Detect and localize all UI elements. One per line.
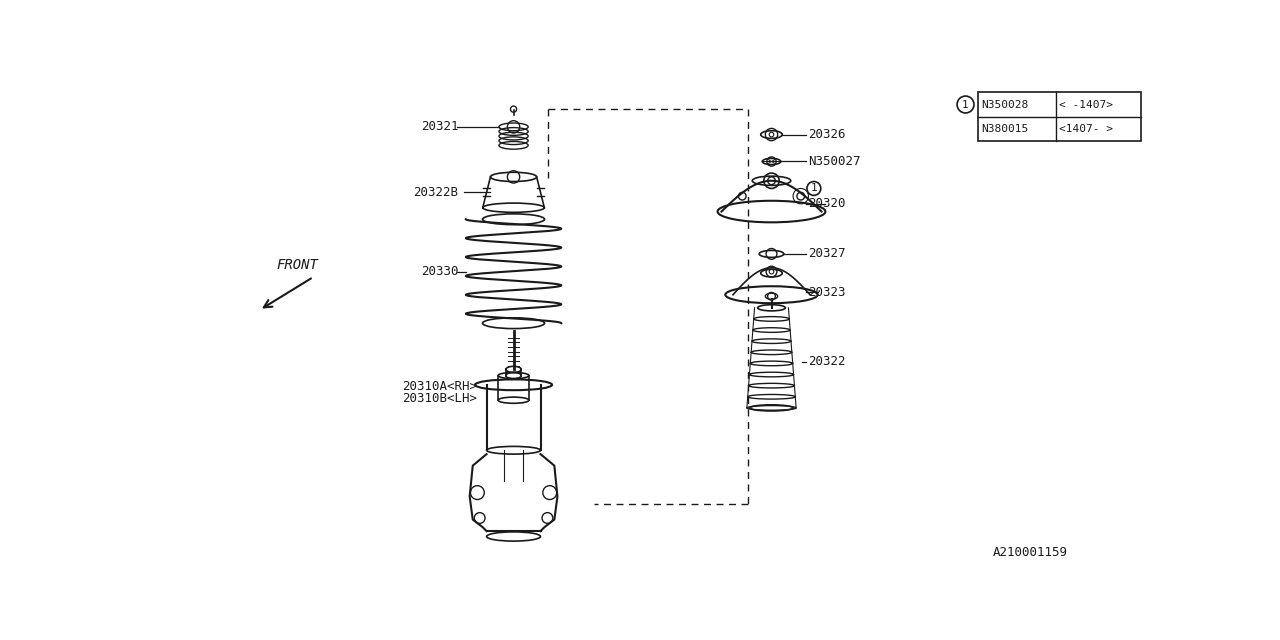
Text: 20327: 20327 [809, 248, 846, 260]
Bar [978, 92, 1140, 141]
Text: 20326: 20326 [809, 128, 846, 141]
Text: N350028: N350028 [980, 99, 1028, 109]
Text: 20321: 20321 [421, 120, 458, 133]
Text: < -1407>: < -1407> [1060, 99, 1114, 109]
Text: 20322: 20322 [809, 355, 846, 368]
Text: 20323: 20323 [809, 286, 846, 299]
Text: 20322B: 20322B [413, 186, 458, 199]
Text: 20310B<LH>: 20310B<LH> [402, 392, 477, 405]
Text: 20310A<RH>: 20310A<RH> [402, 380, 477, 393]
Text: A210001159: A210001159 [993, 546, 1069, 559]
Text: N350027: N350027 [809, 155, 861, 168]
Text: <1407- >: <1407- > [1060, 124, 1114, 134]
Text: 1: 1 [963, 99, 969, 109]
Text: 20320: 20320 [809, 197, 846, 211]
Text: N380015: N380015 [980, 124, 1028, 134]
Text: 20330: 20330 [421, 265, 458, 278]
Text: 1: 1 [810, 184, 817, 193]
Text: FRONT: FRONT [276, 258, 319, 271]
